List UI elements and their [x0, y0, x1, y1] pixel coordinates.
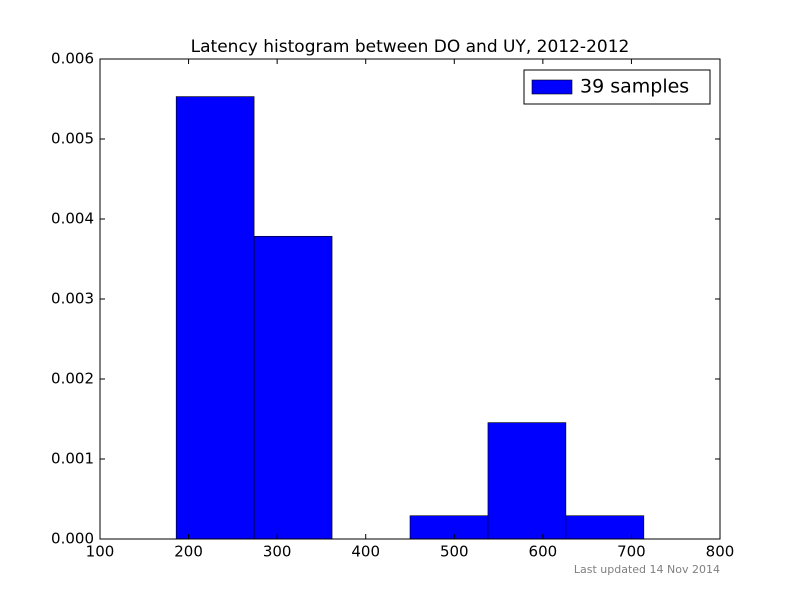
y-tick-label: 0.002: [51, 370, 94, 388]
bar: [409, 515, 489, 540]
x-tick-label: 500: [440, 543, 469, 561]
bar: [253, 235, 333, 540]
bar: [487, 422, 567, 540]
x-tick-label: 400: [351, 543, 380, 561]
x-tick-label: 800: [706, 543, 735, 561]
bar: [175, 96, 255, 540]
chart-title: Latency histogram between DO and UY, 201…: [191, 37, 630, 57]
bar: [565, 515, 645, 540]
x-tick-label: 300: [263, 543, 292, 561]
y-tick-label: 0.000: [51, 530, 94, 548]
legend-swatch: [531, 79, 573, 95]
y-tick-label: 0.006: [51, 50, 94, 68]
y-tick-label: 0.001: [51, 450, 94, 468]
footnote: Last updated 14 Nov 2014: [574, 563, 720, 576]
y-tick-label: 0.003: [51, 290, 94, 308]
legend-label: 39 samples: [580, 76, 689, 98]
x-tick-label: 600: [529, 543, 558, 561]
x-tick-label: 200: [174, 543, 203, 561]
x-tick-label: 700: [617, 543, 646, 561]
x-tick-label: 100: [86, 543, 115, 561]
y-tick-label: 0.005: [51, 130, 94, 148]
y-tick-label: 0.004: [51, 210, 94, 228]
